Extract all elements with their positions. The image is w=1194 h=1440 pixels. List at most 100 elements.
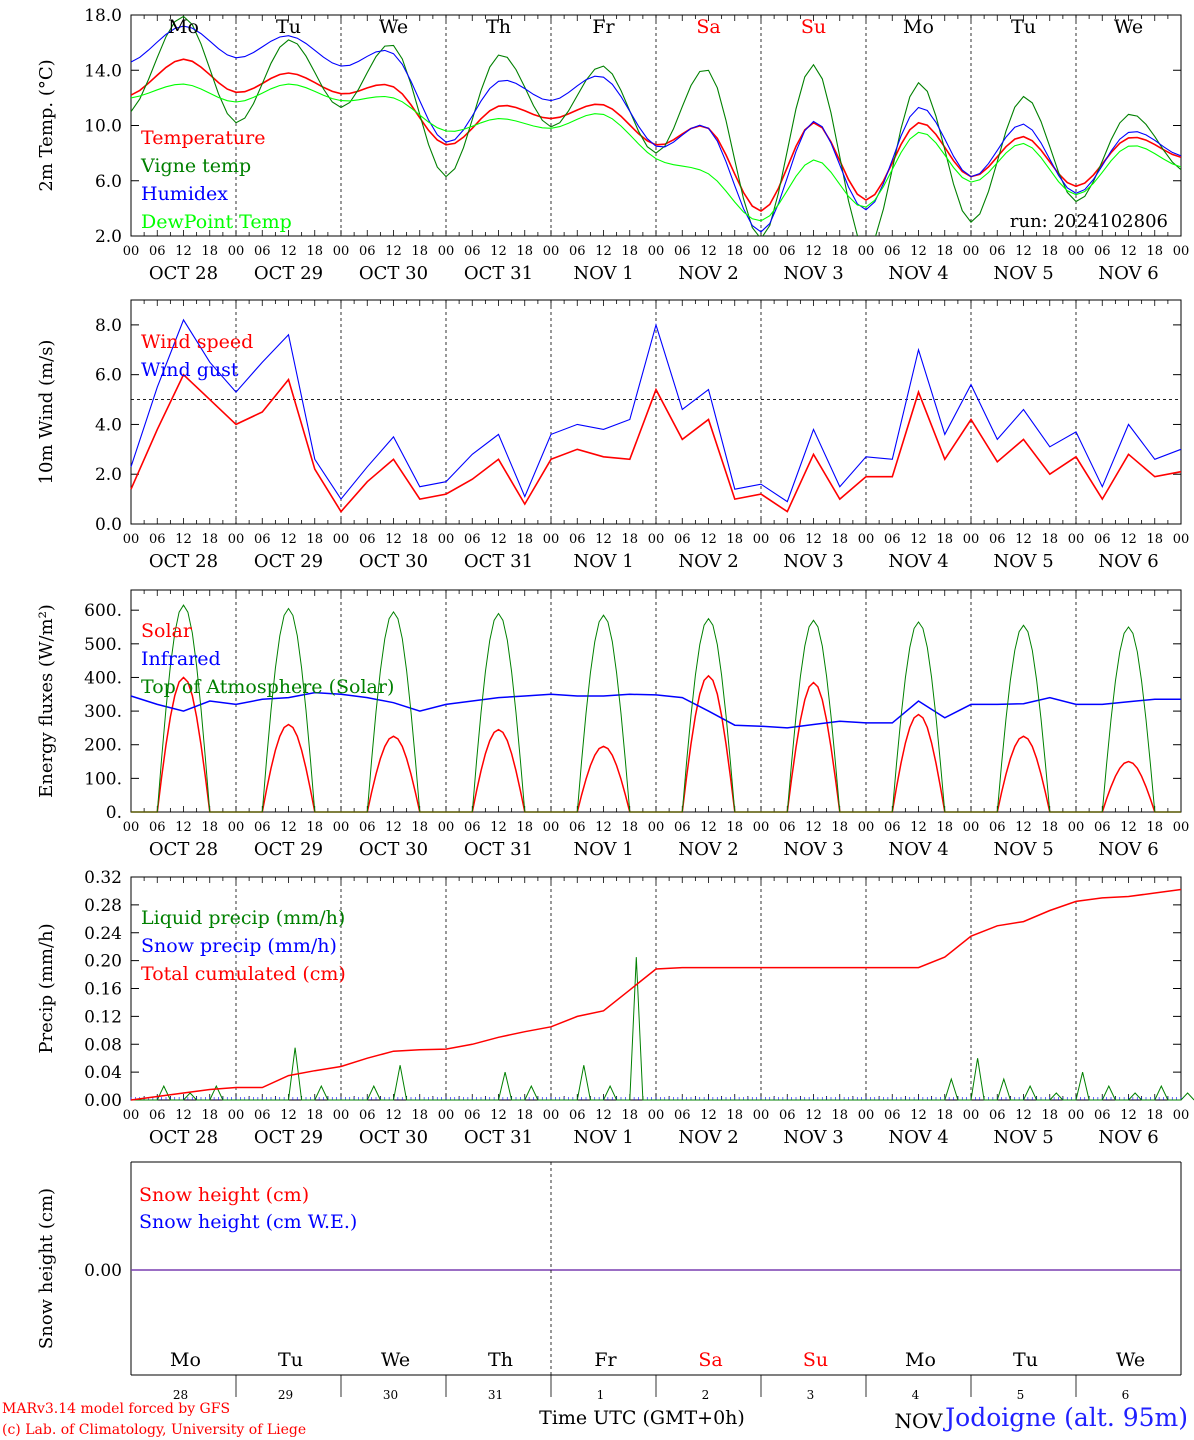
hour-tick-label: 12 (1015, 1108, 1032, 1123)
y-tick-label: 0.00 (84, 1261, 122, 1281)
y-tick-label: 2.0 (95, 227, 122, 247)
hour-tick-label: 06 (884, 1108, 901, 1123)
weekday-label: Fr (594, 1349, 617, 1371)
hour-tick-label: 00 (123, 244, 140, 259)
hour-tick-label: 00 (648, 820, 665, 835)
y-tick-label: 10.0 (84, 117, 122, 137)
hour-tick-label: 00 (333, 820, 350, 835)
hour-tick-label: 06 (254, 532, 271, 547)
panel-3-ylabel: Energy fluxes (W/m²) (36, 604, 57, 798)
series-dewpoint-temp (131, 83, 1181, 222)
hour-tick-label: 00 (963, 1108, 980, 1123)
hour-tick-label: 00 (858, 1108, 875, 1123)
hour-tick-label: 18 (621, 820, 638, 835)
hour-tick-label: 18 (936, 820, 953, 835)
date-label: NOV 3 (783, 1127, 843, 1148)
hour-tick-label: 12 (910, 244, 927, 259)
hour-tick-label: 18 (411, 244, 428, 259)
hour-tick-label: 12 (385, 820, 402, 835)
y-tick-label: 0.16 (84, 980, 122, 1000)
hour-tick-label: 12 (280, 1108, 297, 1123)
hour-tick-label: 00 (1173, 1108, 1190, 1123)
panel-5-ylabel: Snow height (cm) (36, 1188, 57, 1349)
credit-line-1: MARv3.14 model forced by GFS (2, 1401, 230, 1417)
date-label: OCT 30 (359, 551, 428, 572)
y-tick-label: 0.32 (84, 868, 122, 888)
y-tick-label: 0.08 (84, 1035, 122, 1055)
y-tick-label: 8.0 (95, 316, 122, 336)
series-liquid-precip (131, 957, 1194, 1101)
weekday-label: Th (486, 16, 511, 38)
weekday-label: Mo (903, 16, 934, 38)
hour-tick-label: 06 (149, 1108, 166, 1123)
hour-tick-label: 12 (175, 1108, 192, 1123)
hour-tick-label: 00 (333, 1108, 350, 1123)
date-label: NOV 2 (678, 551, 738, 572)
date-label: NOV 4 (888, 551, 948, 572)
hour-tick-label: 06 (254, 1108, 271, 1123)
hour-tick-label: 06 (779, 820, 796, 835)
legend-entry: Wind speed (141, 331, 253, 353)
hour-tick-label: 12 (280, 532, 297, 547)
hour-tick-label: 00 (333, 532, 350, 547)
hour-tick-label: 06 (569, 244, 586, 259)
hour-tick-label: 00 (543, 532, 560, 547)
hour-tick-label: 12 (595, 532, 612, 547)
hour-tick-label: 12 (1120, 1108, 1137, 1123)
date-label: OCT 30 (359, 839, 428, 860)
hour-tick-label: 06 (989, 244, 1006, 259)
hour-tick-label: 06 (989, 820, 1006, 835)
hour-tick-label: 06 (569, 820, 586, 835)
day-number-label: 3 (807, 1388, 815, 1402)
hour-tick-label: 12 (1120, 244, 1137, 259)
legend-entry: Liquid precip (mm/h) (141, 907, 345, 929)
weekday-label: Tu (1013, 1349, 1038, 1371)
hour-tick-label: 00 (543, 244, 560, 259)
hour-tick-label: 12 (910, 1108, 927, 1123)
date-label: OCT 28 (149, 839, 218, 860)
hour-tick-label: 18 (936, 532, 953, 547)
hour-tick-label: 06 (149, 532, 166, 547)
day-number-label: 1 (597, 1388, 605, 1402)
series-temperature (131, 58, 1181, 213)
series-humidex (131, 25, 1181, 233)
hour-tick-label: 18 (936, 1108, 953, 1123)
day-number-label: 2 (702, 1388, 710, 1402)
date-label: NOV 2 (678, 263, 738, 284)
y-tick-label: 0.04 (84, 1063, 122, 1083)
weekday-label: Tu (1011, 16, 1036, 38)
weekday-label: We (379, 16, 408, 38)
hour-tick-label: 12 (175, 820, 192, 835)
hour-tick-label: 06 (359, 820, 376, 835)
hour-tick-label: 12 (595, 1108, 612, 1123)
hour-tick-label: 06 (989, 532, 1006, 547)
legend-entry: Temperature (141, 127, 265, 149)
legend-entry: Total cumulated (cm) (141, 963, 346, 985)
hour-tick-label: 06 (569, 532, 586, 547)
hour-tick-label: 00 (438, 244, 455, 259)
date-label: NOV 1 (573, 263, 633, 284)
date-label: OCT 31 (464, 839, 533, 860)
hour-tick-label: 18 (306, 820, 323, 835)
hour-tick-label: 00 (648, 1108, 665, 1123)
hour-tick-label: 18 (201, 1108, 218, 1123)
hour-tick-label: 18 (411, 1108, 428, 1123)
day-number-label: 30 (383, 1388, 398, 1402)
hour-tick-label: 00 (1173, 244, 1190, 259)
hour-tick-label: 18 (621, 244, 638, 259)
hour-tick-label: 06 (1094, 820, 1111, 835)
y-tick-label: 0.28 (84, 896, 122, 916)
date-label: NOV 6 (1098, 1127, 1158, 1148)
credit-line-2: (c) Lab. of Climatology, University of L… (2, 1422, 306, 1438)
hour-tick-label: 12 (595, 820, 612, 835)
hour-tick-label: 06 (884, 820, 901, 835)
hour-tick-label: 00 (543, 1108, 560, 1123)
hour-tick-label: 12 (700, 244, 717, 259)
hour-tick-label: 00 (753, 820, 770, 835)
date-label: NOV 5 (993, 839, 1053, 860)
hour-tick-label: 18 (306, 532, 323, 547)
hour-tick-label: 00 (333, 244, 350, 259)
hour-tick-label: 12 (1120, 820, 1137, 835)
weekday-label: Su (801, 16, 826, 38)
